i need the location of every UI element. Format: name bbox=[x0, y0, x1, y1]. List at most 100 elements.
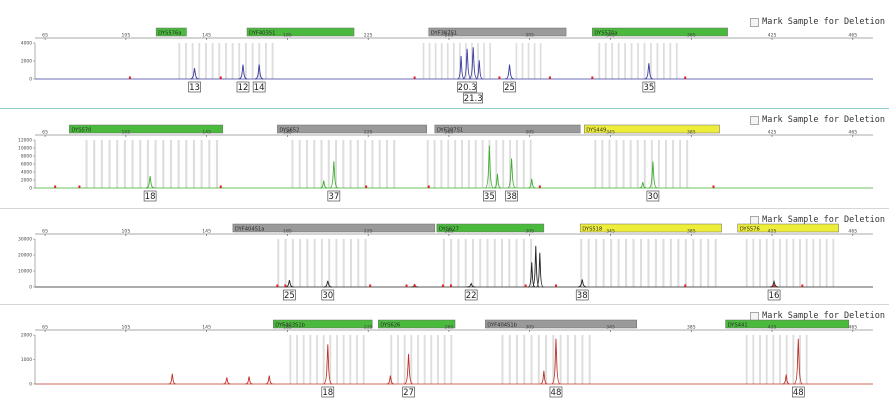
y-tick-label: 6000 bbox=[21, 162, 32, 168]
marker-bar[interactable]: DYS441 bbox=[725, 319, 850, 328]
marker-bar[interactable]: DYS518 bbox=[579, 223, 722, 232]
mark-sample-checkbox[interactable] bbox=[750, 17, 760, 27]
allele-call-label[interactable]: 12 bbox=[236, 81, 250, 93]
x-tick-label: 265 bbox=[445, 229, 454, 235]
x-tick-label: 225 bbox=[364, 33, 373, 39]
panel-separator bbox=[0, 208, 889, 209]
mark-sample-label: Mark Sample for Deletion bbox=[762, 115, 885, 125]
x-tick-label: 385 bbox=[687, 33, 696, 39]
allele-bin bbox=[611, 43, 614, 79]
marker-bar[interactable]: DYS652 bbox=[277, 124, 427, 133]
size-standard-mark bbox=[413, 76, 416, 79]
allele-bin bbox=[602, 239, 605, 287]
allele-bin bbox=[342, 335, 345, 384]
allele-bin bbox=[489, 43, 491, 79]
allele-call-text: 48 bbox=[793, 388, 804, 398]
allele-bin bbox=[211, 43, 214, 79]
allele-bin bbox=[662, 239, 665, 287]
allele-call-text: 35 bbox=[484, 192, 495, 202]
allele-bin bbox=[178, 43, 181, 79]
mark-sample-row: Mark Sample for Deletion bbox=[750, 114, 885, 126]
y-tick-label: 2000 bbox=[21, 59, 32, 65]
allele-bin bbox=[378, 140, 381, 188]
allele-bin bbox=[772, 335, 775, 384]
allele-bin bbox=[251, 43, 254, 79]
allele-bin bbox=[527, 43, 530, 79]
size-standard-mark bbox=[369, 284, 372, 287]
allele-bin bbox=[313, 239, 316, 287]
marker-bar[interactable]: DYF404S1b bbox=[485, 319, 637, 328]
allele-call-label[interactable]: 25 bbox=[503, 81, 516, 93]
allele-call-label[interactable]: 14 bbox=[252, 81, 266, 93]
allele-call-label[interactable]: 35 bbox=[642, 81, 656, 93]
allele-call-label[interactable]: 30 bbox=[321, 289, 335, 301]
allele-peak bbox=[254, 64, 264, 80]
allele-call-label[interactable]: 38 bbox=[505, 190, 518, 202]
marker-bar[interactable]: DYF403S1 bbox=[246, 27, 355, 36]
allele-call-label[interactable]: 38 bbox=[575, 289, 589, 301]
allele-call-label[interactable]: 35 bbox=[483, 190, 496, 202]
marker-bar[interactable]: DYS576 bbox=[737, 223, 839, 232]
minor-peak bbox=[536, 252, 544, 288]
allele-call-text: 48 bbox=[551, 388, 562, 398]
allele-call-text: 30 bbox=[322, 291, 333, 301]
allele-bin bbox=[502, 140, 505, 188]
y-tick-label: 10000 bbox=[18, 269, 32, 275]
allele-bin bbox=[647, 239, 650, 287]
allele-bin bbox=[342, 140, 345, 188]
minor-peak bbox=[528, 178, 536, 189]
marker-bar[interactable]: DYF404S1a bbox=[232, 223, 436, 232]
allele-bin bbox=[309, 335, 312, 384]
allele-bin bbox=[552, 335, 555, 384]
allele-call-label[interactable]: 16 bbox=[767, 289, 781, 301]
marker-bar[interactable]: DYS626 bbox=[378, 319, 456, 328]
marker-bar[interactable]: DYF387S1 bbox=[428, 27, 567, 36]
allele-peak bbox=[285, 280, 294, 288]
allele-bin bbox=[459, 43, 461, 79]
allele-call-label[interactable]: 25 bbox=[283, 289, 296, 301]
minor-peak bbox=[223, 377, 231, 385]
allele-call-label[interactable]: 13 bbox=[188, 81, 201, 93]
marker-bar[interactable]: DYS449 bbox=[583, 124, 720, 133]
allele-call-label[interactable]: 22 bbox=[464, 289, 478, 301]
marker-bar[interactable]: DYS576a bbox=[155, 27, 187, 36]
allele-call-label[interactable]: 27 bbox=[402, 386, 415, 398]
allele-bin bbox=[457, 239, 460, 287]
allele-peak bbox=[468, 47, 478, 80]
allele-call-label[interactable]: 18 bbox=[143, 190, 157, 202]
allele-call-text: 22 bbox=[466, 291, 477, 301]
allele-call-label[interactable]: 37 bbox=[327, 190, 341, 202]
allele-bin bbox=[450, 335, 453, 384]
allele-call-label[interactable]: 21.3 bbox=[463, 92, 483, 104]
allele-bin bbox=[615, 140, 618, 188]
allele-call-text: 21.3 bbox=[464, 94, 483, 104]
allele-bin bbox=[393, 140, 396, 188]
marker-bar[interactable]: DYF403S1b bbox=[273, 319, 373, 328]
allele-bin bbox=[461, 140, 463, 188]
allele-call-label[interactable]: 48 bbox=[791, 386, 805, 398]
marker-bar[interactable]: DYS627 bbox=[436, 223, 545, 232]
mark-sample-label: Mark Sample for Deletion bbox=[762, 311, 885, 321]
mark-sample-checkbox[interactable] bbox=[750, 115, 760, 125]
marker-bar[interactable]: DYF387S1 bbox=[434, 124, 581, 133]
y-tick-label: 0 bbox=[29, 77, 32, 83]
allele-bin bbox=[630, 43, 633, 79]
marker-name: DYF403S1b bbox=[275, 322, 305, 328]
allele-peak bbox=[329, 161, 339, 189]
allele-bin bbox=[474, 140, 477, 188]
allele-bin bbox=[805, 239, 808, 287]
minor-peak bbox=[639, 181, 647, 189]
allele-call-label[interactable]: 20.3 bbox=[457, 81, 477, 93]
allele-bin bbox=[779, 335, 781, 384]
allele-bin bbox=[316, 335, 318, 384]
marker-bar[interactable]: DYS570 bbox=[69, 124, 224, 133]
allele-call-label[interactable]: 30 bbox=[646, 190, 660, 202]
dye-panel-red: Mark Sample for Deletion DYF403S1b DYS626 D… bbox=[0, 304, 889, 404]
allele-call-label[interactable]: 48 bbox=[549, 386, 563, 398]
size-standard-mark bbox=[554, 284, 557, 287]
allele-bin bbox=[522, 239, 525, 287]
allele-call-label[interactable]: 18 bbox=[321, 386, 335, 398]
size-standard-mark bbox=[276, 284, 279, 287]
allele-bin bbox=[430, 335, 433, 384]
marker-bar[interactable]: DYS570a bbox=[592, 27, 728, 36]
